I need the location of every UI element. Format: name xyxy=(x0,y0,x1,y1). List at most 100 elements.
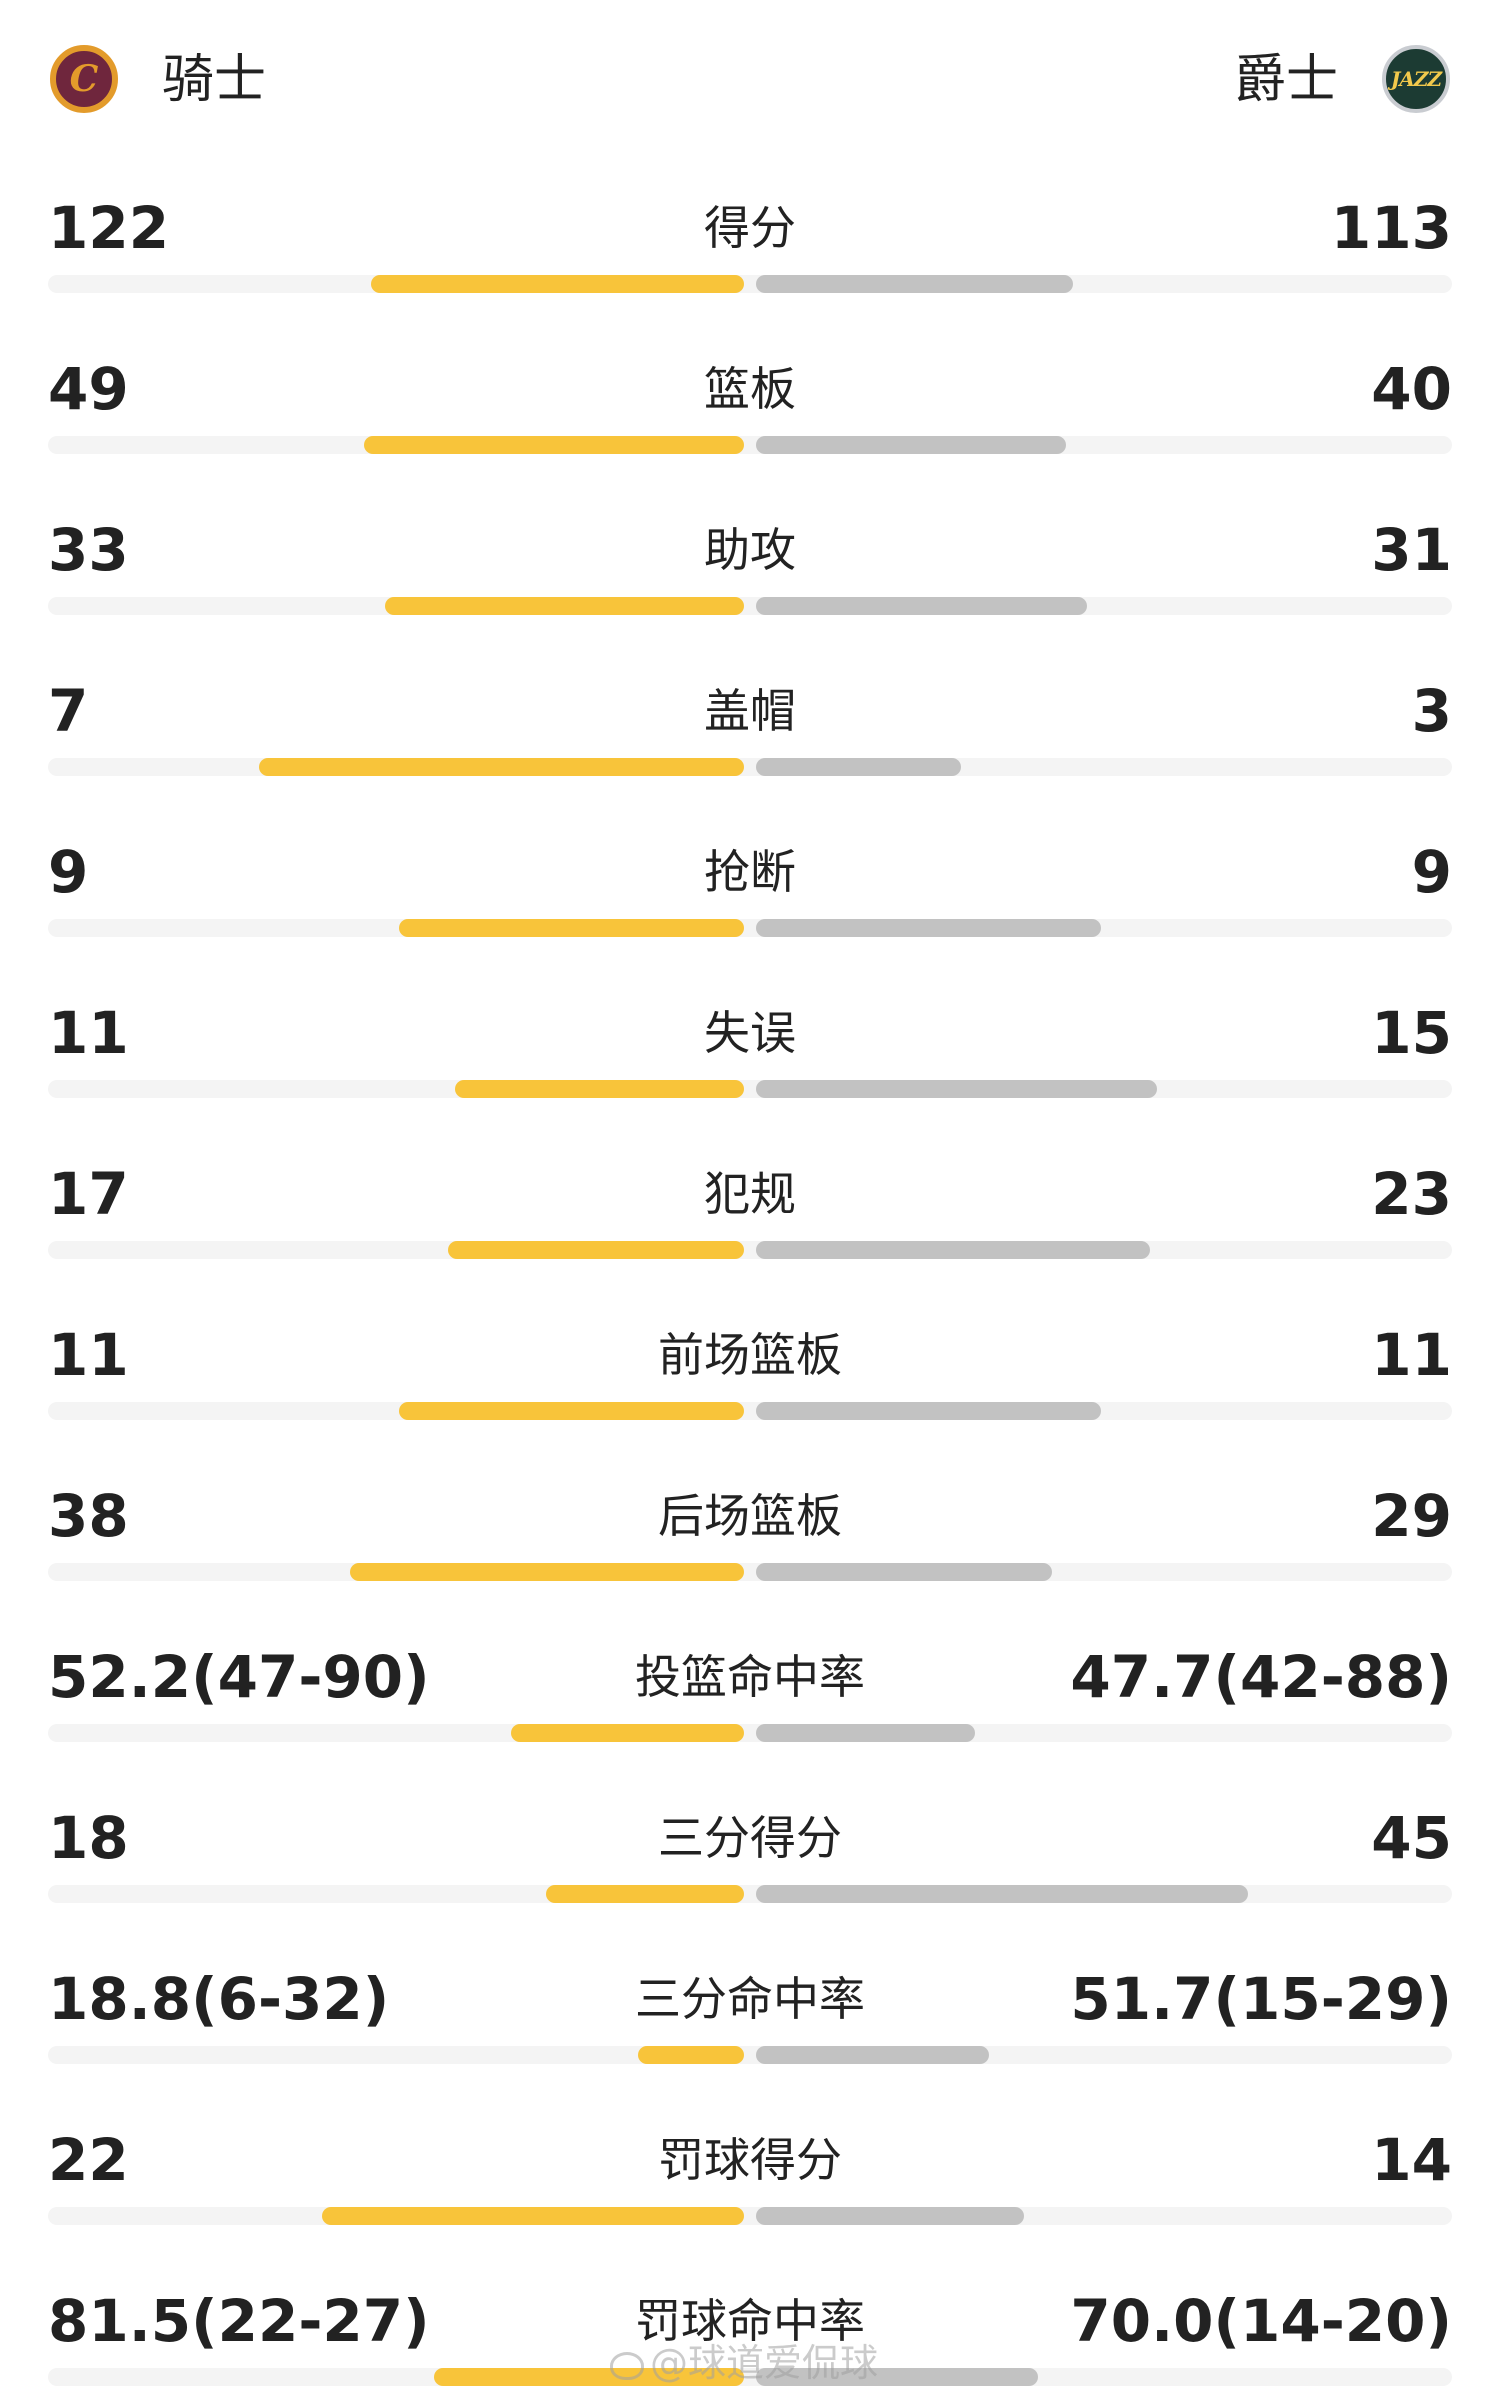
left-team-value: 49 xyxy=(48,355,129,423)
right-team-value: 15 xyxy=(1371,999,1452,1067)
stat-label: 得分 xyxy=(704,201,796,255)
stat-row: 22 罚球得分 14 xyxy=(0,2107,1500,2268)
left-team-value: 18.8(6-32) xyxy=(48,1965,390,2033)
right-team-value: 40 xyxy=(1371,355,1452,423)
stat-row: 17 犯规 23 xyxy=(0,1141,1500,1302)
watermark: @球道爱侃球 xyxy=(610,2338,878,2388)
right-team-bar xyxy=(756,597,1087,615)
stat-bar-track xyxy=(48,436,1452,454)
left-team-value: 52.2(47-90) xyxy=(48,1643,430,1711)
stat-label: 篮板 xyxy=(704,362,796,416)
right-team-value: 11 xyxy=(1371,1321,1452,1389)
stat-bar-track xyxy=(48,2207,1452,2225)
stat-bar-track xyxy=(48,275,1452,293)
stat-bar-track xyxy=(48,758,1452,776)
stat-label: 罚球命中率 xyxy=(635,2294,865,2348)
stat-label: 三分得分 xyxy=(658,1811,842,1865)
stat-bar-track xyxy=(48,2368,1452,2386)
right-team-bar xyxy=(756,2046,989,2064)
left-team-value: 18 xyxy=(48,1804,129,1872)
left-team-bar xyxy=(322,2207,744,2225)
cavaliers-logo-icon: C xyxy=(50,45,118,113)
left-team-bar xyxy=(399,1402,744,1420)
right-team-bar xyxy=(756,436,1066,454)
right-team-value: 45 xyxy=(1371,1804,1452,1872)
stat-row: 7 盖帽 3 xyxy=(0,658,1500,819)
stat-bar-track xyxy=(48,1241,1452,1259)
stat-row: 11 前场篮板 11 xyxy=(0,1302,1500,1463)
stat-row: 33 助攻 31 xyxy=(0,497,1500,658)
stat-label: 三分命中率 xyxy=(635,1972,865,2026)
right-team-bar xyxy=(756,1080,1157,1098)
left-team-value: 17 xyxy=(48,1160,129,1228)
left-team-bar xyxy=(546,1885,744,1903)
right-team-value: 29 xyxy=(1371,1482,1452,1550)
stat-label: 投篮命中率 xyxy=(635,1650,865,1704)
left-team-value: 38 xyxy=(48,1482,129,1550)
stat-label: 犯规 xyxy=(704,1167,796,1221)
left-team-value: 81.5(22-27) xyxy=(48,2287,430,2355)
stat-row: 49 篮板 40 xyxy=(0,336,1500,497)
stat-row: 81.5(22-27) 罚球命中率 70.0(14-20) xyxy=(0,2268,1500,2400)
stat-row: 11 失误 15 xyxy=(0,980,1500,1141)
stat-bar-track xyxy=(48,1080,1452,1098)
stat-bar-track xyxy=(48,919,1452,937)
left-team-bar xyxy=(259,758,744,776)
stat-label: 失误 xyxy=(704,1006,796,1060)
right-team-bar xyxy=(756,1241,1150,1259)
left-team-value: 122 xyxy=(48,194,170,262)
right-team-value: 14 xyxy=(1371,2126,1452,2194)
right-team-bar xyxy=(756,2368,1038,2386)
stats-list: 122 得分 113 49 篮板 40 33 助攻 31 7 盖帽 3 9 抢断 xyxy=(0,175,1500,2400)
jazz-logo-text: JAZZ xyxy=(1390,67,1442,91)
left-team-bar xyxy=(371,275,744,293)
right-team-value: 31 xyxy=(1371,516,1452,584)
right-team-bar xyxy=(756,1724,975,1742)
right-team-value: 70.0(14-20) xyxy=(1070,2287,1452,2355)
left-team-bar xyxy=(434,2368,744,2386)
stat-bar-track xyxy=(48,597,1452,615)
left-team-value: 11 xyxy=(48,999,129,1067)
left-team-bar xyxy=(399,919,744,937)
right-team-value: 51.7(15-29) xyxy=(1070,1965,1452,2033)
cavaliers-logo-text: C xyxy=(69,58,99,100)
left-team-bar xyxy=(350,1563,744,1581)
left-team-value: 9 xyxy=(48,838,89,906)
stat-bar-track xyxy=(48,1724,1452,1742)
right-team-bar xyxy=(756,2207,1024,2225)
left-team-value: 11 xyxy=(48,1321,129,1389)
stat-row: 38 后场篮板 29 xyxy=(0,1463,1500,1624)
left-team-name: 骑士 xyxy=(162,50,267,110)
left-team-bar xyxy=(455,1080,744,1098)
left-team-bar xyxy=(638,2046,744,2064)
stat-bar-track xyxy=(48,1885,1452,1903)
left-team-bar xyxy=(364,436,744,454)
stat-label: 盖帽 xyxy=(704,684,796,738)
team-header: C 骑士 爵士 JAZZ xyxy=(0,0,1500,160)
left-team-value: 33 xyxy=(48,516,129,584)
weibo-icon xyxy=(610,2351,644,2380)
stat-bar-track xyxy=(48,2046,1452,2064)
stat-row: 9 抢断 9 xyxy=(0,819,1500,980)
stat-label: 抢断 xyxy=(704,845,796,899)
right-team-value: 9 xyxy=(1411,838,1452,906)
stat-bar-track xyxy=(48,1402,1452,1420)
stat-row: 52.2(47-90) 投篮命中率 47.7(42-88) xyxy=(0,1624,1500,1785)
right-team-bar xyxy=(756,275,1073,293)
stat-label: 罚球得分 xyxy=(658,2133,842,2187)
left-team-value: 22 xyxy=(48,2126,129,2194)
jazz-logo-icon: JAZZ xyxy=(1382,45,1450,113)
stat-label: 后场篮板 xyxy=(658,1489,842,1543)
stat-label: 助攻 xyxy=(704,523,796,577)
right-team-value: 47.7(42-88) xyxy=(1070,1643,1452,1711)
right-team-bar xyxy=(756,1885,1248,1903)
stat-row: 18.8(6-32) 三分命中率 51.7(15-29) xyxy=(0,1946,1500,2107)
right-team-bar xyxy=(756,919,1101,937)
left-team-value: 7 xyxy=(48,677,89,745)
right-team-value: 23 xyxy=(1371,1160,1452,1228)
right-team-value: 113 xyxy=(1330,194,1452,262)
stat-row: 122 得分 113 xyxy=(0,175,1500,336)
right-team-value: 3 xyxy=(1411,677,1452,745)
right-team-name: 爵士 xyxy=(1233,50,1338,110)
